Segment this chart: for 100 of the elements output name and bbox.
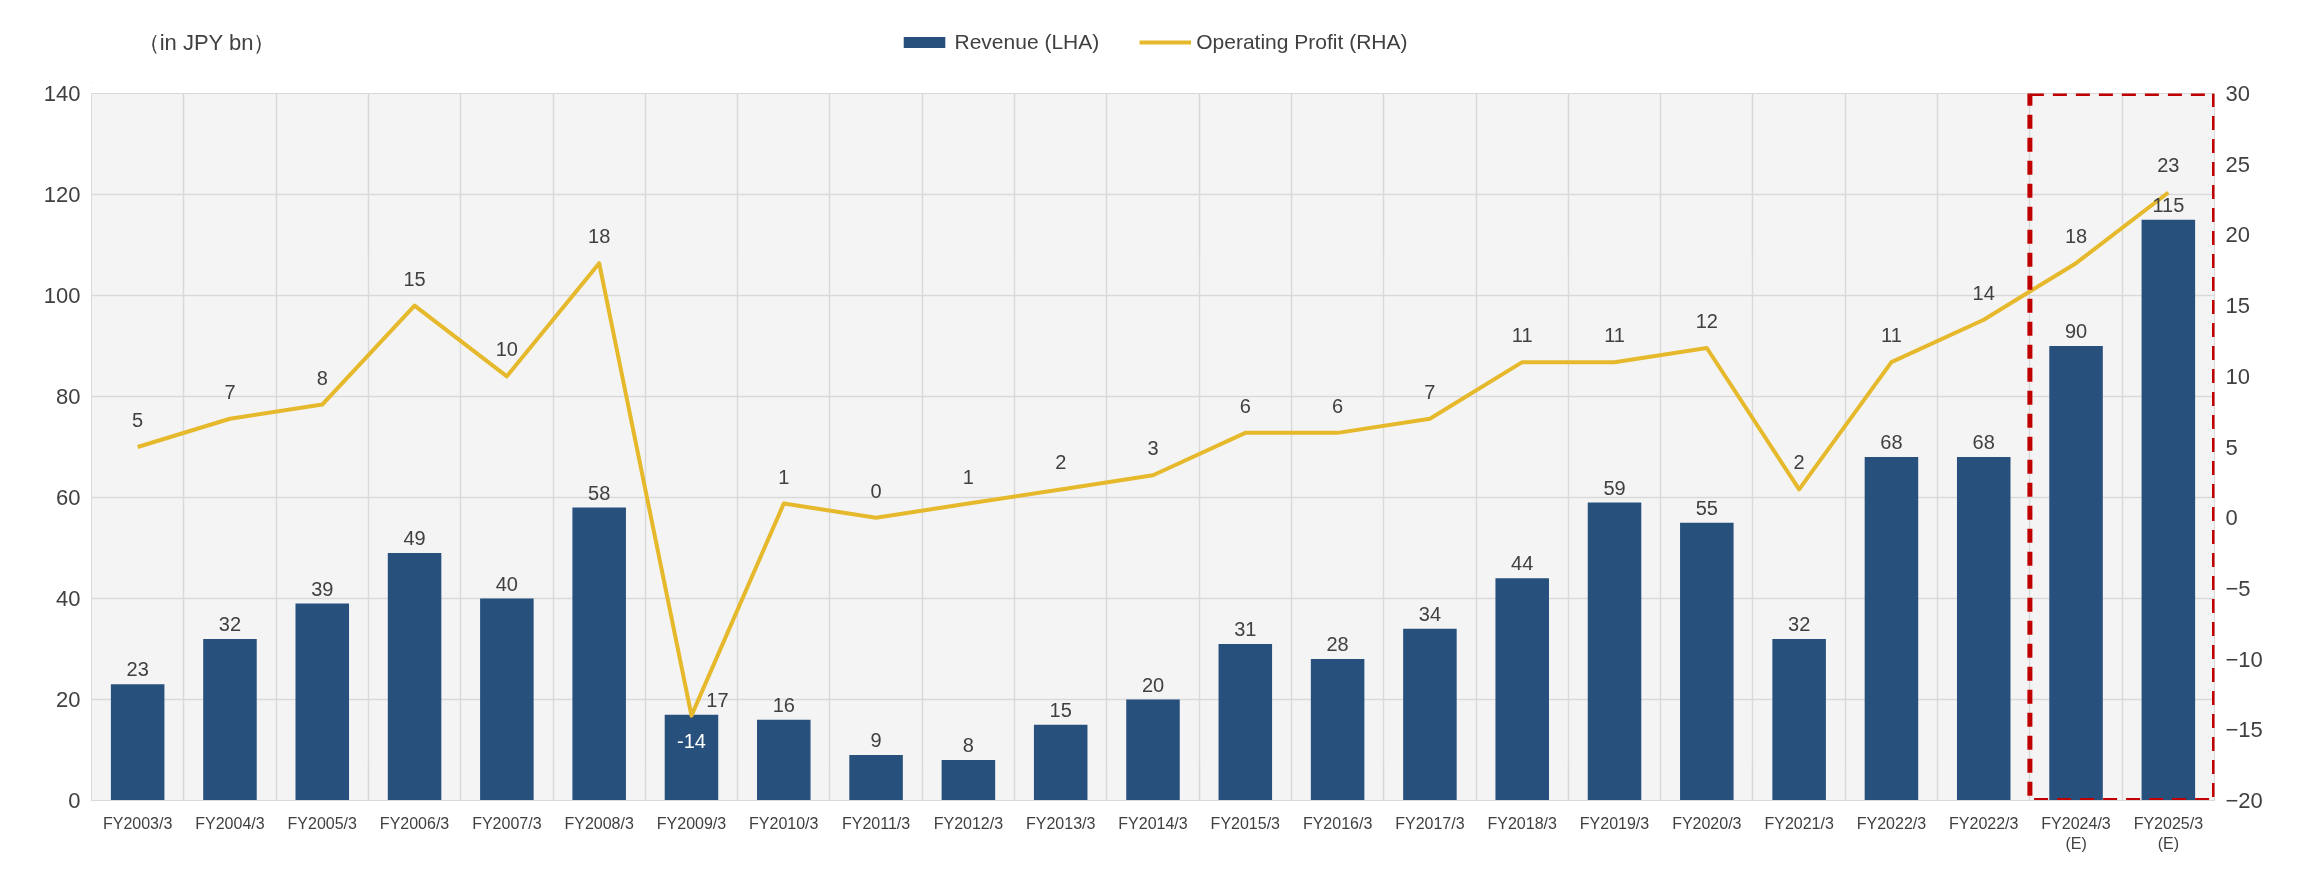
data-label: 1 <box>962 465 974 488</box>
y2-tick-label: 5 <box>2225 434 2238 460</box>
data-label: 8 <box>962 734 974 757</box>
data-label: 12 <box>1695 310 1718 333</box>
data-label: 20 <box>1141 673 1165 696</box>
data-label: 7 <box>224 380 236 403</box>
data-label: 11 <box>1604 324 1625 347</box>
x-tick-label: FY2004/3 <box>195 814 265 832</box>
x-tick-label: FY2018/3 <box>1487 814 1558 832</box>
data-label: 3 <box>1147 437 1159 460</box>
bar <box>110 684 165 801</box>
data-label: 18 <box>2064 225 2088 248</box>
data-label: 2 <box>1055 451 1067 474</box>
x-tick-label: FY2012/3 <box>933 814 1004 832</box>
x-tick-label: FY2015/3 <box>1210 814 1281 832</box>
data-label: 17 <box>706 688 729 711</box>
bar <box>387 553 442 801</box>
data-label: 2 <box>1793 451 1805 474</box>
bar <box>2141 219 2196 801</box>
y-tick-label: 140 <box>43 81 81 106</box>
data-label: 68 <box>1880 431 1903 454</box>
bar <box>1680 522 1734 801</box>
bar <box>295 603 350 801</box>
bar <box>757 719 811 801</box>
x-tick-label: FY2019/3 <box>1579 814 1650 832</box>
data-label: 34 <box>1418 602 1442 625</box>
y2-tick-label: 20 <box>2225 222 2250 248</box>
x-tick-label: FY2014/3 <box>1118 814 1188 832</box>
data-label: 16 <box>772 693 795 716</box>
bar <box>1310 659 1365 801</box>
x-tick-label: FY2005/3 <box>287 814 358 832</box>
bar <box>1495 578 1549 801</box>
bar <box>480 598 534 801</box>
data-label: 44 <box>1511 552 1534 575</box>
data-label: 28 <box>1326 633 1349 656</box>
y2-tick-label: −10 <box>2225 646 2263 672</box>
x-tick-label: FY2021/3 <box>1764 814 1834 832</box>
x-tick-label: FY2010/3 <box>749 814 819 832</box>
data-label: 18 <box>588 225 611 248</box>
data-label: 49 <box>403 527 426 550</box>
x-tick-label: FY2025/3 (E) <box>2133 814 2204 852</box>
data-label: 8 <box>316 366 328 389</box>
x-tick-label: FY2007/3 <box>472 814 542 832</box>
y2-tick-label: −20 <box>2225 788 2263 813</box>
y-tick-label: 20 <box>56 687 81 712</box>
y-axis-title: （in JPY bn） <box>137 30 276 55</box>
x-tick-label: FY2016/3 <box>1302 814 1373 832</box>
x-tick-label: FY2024/3 (E) <box>2041 814 2111 852</box>
data-label: 115 <box>2152 193 2185 216</box>
x-tick-label: FY2006/3 <box>379 814 450 832</box>
y2-tick-label: 0 <box>2225 505 2238 531</box>
x-tick-label: FY2011/3 <box>841 814 911 832</box>
data-label: 0 <box>870 479 882 502</box>
x-tick-label: FY2009/3 <box>656 814 727 832</box>
data-label: 5 <box>132 409 144 431</box>
y-tick-label: 60 <box>56 485 81 510</box>
y-tick-label: 120 <box>43 182 81 207</box>
x-tick-label: FY2022/3 <box>1856 814 1927 832</box>
data-label: 9 <box>870 729 882 752</box>
bar <box>203 638 257 801</box>
bar <box>1772 638 1826 801</box>
data-label: 15 <box>1049 698 1072 721</box>
data-label: 14 <box>1972 281 1995 304</box>
bar <box>849 755 903 801</box>
bar <box>1956 457 2011 801</box>
data-label: 90 <box>2064 320 2088 342</box>
y-tick-label: 0 <box>68 788 81 813</box>
y-tick-label: 100 <box>43 283 81 308</box>
data-label: 1 <box>778 465 790 488</box>
legend-label: Operating Profit (RHA) <box>1196 29 1408 54</box>
bar <box>1218 643 1273 801</box>
bar <box>1864 457 1919 801</box>
x-tick-label: FY2017/3 <box>1395 814 1465 832</box>
x-tick-label: FY2003/3 <box>102 814 173 832</box>
bar <box>1403 628 1457 801</box>
data-label: 68 <box>1972 431 1995 454</box>
y2-tick-label: 15 <box>2225 293 2250 319</box>
x-tick-label: FY2022/3 <box>1949 814 2019 832</box>
y-tick-label: 80 <box>56 384 81 409</box>
bar <box>941 760 996 801</box>
data-label: 6 <box>1332 394 1344 417</box>
bar <box>2049 346 2103 801</box>
data-label: 11 <box>1511 324 1533 347</box>
data-label: 23 <box>2157 154 2180 177</box>
data-label: -14 <box>677 729 706 752</box>
data-label: 7 <box>1424 380 1436 403</box>
y-tick-label: 40 <box>56 586 81 611</box>
data-label: 10 <box>495 338 518 361</box>
data-label: 6 <box>1239 394 1251 417</box>
data-label: 15 <box>403 267 426 290</box>
data-label: 55 <box>1695 496 1718 519</box>
y2-tick-label: 10 <box>2225 363 2250 389</box>
x-tick-label: FY2008/3 <box>564 814 634 832</box>
data-label: 40 <box>495 572 518 595</box>
bar <box>1126 699 1180 801</box>
y2-tick-label: −5 <box>2225 575 2251 601</box>
y2-tick-label: −15 <box>2225 717 2263 743</box>
data-label: 11 <box>1881 324 1902 347</box>
data-label: 32 <box>218 612 242 635</box>
legend-label: Revenue (LHA) <box>954 29 1100 54</box>
